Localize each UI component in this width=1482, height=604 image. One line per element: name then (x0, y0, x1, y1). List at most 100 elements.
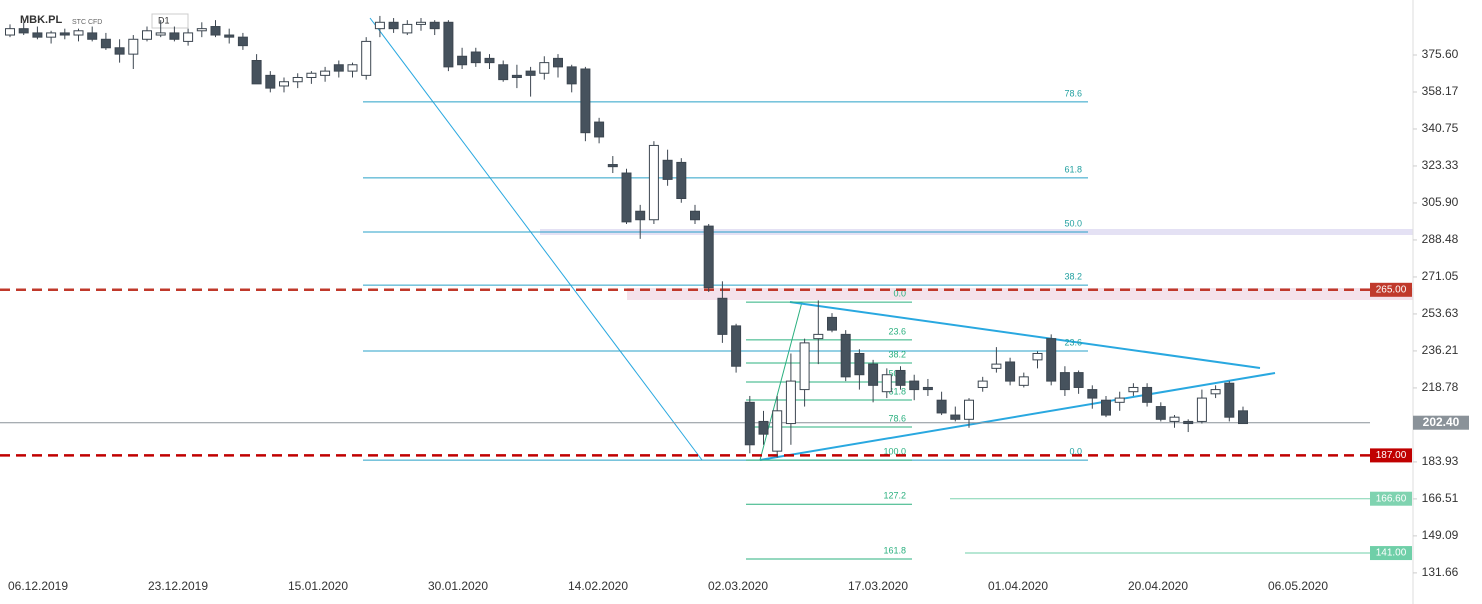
candle-body (388, 21, 399, 30)
fib-label: 78.6 (1064, 88, 1082, 98)
candle-body (251, 60, 262, 85)
candle-body (813, 333, 824, 340)
candle-body (59, 32, 70, 36)
price-tag-label: 187.00 (1376, 450, 1407, 461)
candle-body (827, 316, 837, 331)
candle-body (46, 32, 57, 38)
candle-body (1210, 389, 1221, 395)
candle-body (621, 172, 632, 223)
candle-body (32, 32, 43, 38)
candle-body (114, 47, 125, 55)
y-tick-label: 323.33 (1422, 158, 1459, 172)
fib-label: 38.2 (888, 349, 906, 359)
candle-body (909, 380, 920, 391)
candle-body (128, 38, 139, 55)
candle-body (1183, 420, 1194, 425)
y-tick-label: 271.05 (1422, 269, 1459, 283)
candle-body (292, 76, 303, 83)
x-tick-label: 06.12.2019 (8, 579, 68, 593)
candle-body (402, 23, 413, 34)
candle-body (361, 40, 372, 76)
x-tick-label: 06.05.2020 (1268, 579, 1328, 593)
candle-body (566, 66, 577, 85)
x-tick-label: 01.04.2020 (988, 579, 1048, 593)
triangle-line (789, 301, 1261, 369)
candle-body (950, 414, 961, 420)
candle-body (155, 32, 166, 36)
candle-body (333, 64, 344, 72)
price-tag-label: 265.00 (1376, 284, 1407, 295)
fib-label: 100.0 (883, 446, 906, 456)
price-tag-label: 202.40 (1423, 415, 1460, 429)
candle-body (690, 210, 700, 221)
candle-body (1155, 406, 1166, 420)
candle-body (1114, 397, 1125, 403)
candle-body (142, 30, 152, 40)
candle-body (799, 342, 810, 391)
trend-line (369, 17, 703, 461)
candle-body (265, 74, 276, 89)
candle-body (977, 380, 988, 388)
candle-body (717, 297, 728, 335)
fib-label: 61.8 (1064, 164, 1082, 174)
candle-body (498, 64, 509, 81)
candle-body (511, 74, 522, 78)
price-tag (1370, 282, 1412, 297)
fib-label: 23.6 (1064, 337, 1082, 347)
candle-body (1238, 410, 1248, 425)
interval[interactable]: D1 (158, 15, 170, 25)
candle-body (5, 28, 15, 36)
candle-body (676, 161, 687, 200)
candle-body (1128, 386, 1139, 393)
y-tick-label: 166.51 (1422, 491, 1459, 505)
candle-body (429, 21, 440, 30)
candle-body (470, 51, 481, 64)
candle-body (662, 159, 673, 180)
y-tick-label: 253.63 (1422, 306, 1459, 320)
candle-body (1005, 361, 1016, 382)
candle-body (539, 62, 550, 74)
candle-body (1046, 338, 1057, 382)
fib-label: 23.6 (888, 326, 906, 336)
price-tag-label: 141.00 (1376, 548, 1407, 559)
candle-body (895, 369, 906, 386)
y-tick-label: 149.09 (1422, 528, 1459, 542)
candle-body (416, 21, 426, 25)
candle-body (553, 57, 563, 68)
candle-body (1073, 372, 1084, 388)
candle-body (607, 164, 618, 168)
x-tick-label: 17.03.2020 (848, 579, 908, 593)
fib-label: 78.6 (888, 413, 906, 423)
y-tick-label: 340.75 (1422, 121, 1459, 135)
candle-body (374, 21, 385, 30)
candle-body (772, 410, 783, 452)
candle-body (635, 210, 646, 221)
candle-body (457, 55, 468, 66)
candle-body (87, 32, 98, 40)
candle-body (594, 121, 605, 138)
candle-body (840, 333, 851, 378)
candle-body (922, 386, 933, 391)
candle-body (881, 374, 892, 393)
triangle-line (759, 372, 1276, 461)
candle-body (18, 28, 29, 34)
candle-body (525, 70, 536, 76)
candle-body (73, 30, 84, 36)
fib-label: 50.0 (1064, 218, 1082, 228)
fib-label: 38.2 (1064, 272, 1082, 282)
candle-body (210, 26, 221, 36)
x-tick-label: 30.01.2020 (428, 579, 488, 593)
candle-body (169, 32, 180, 40)
x-tick-label: 14.02.2020 (568, 579, 628, 593)
candle-body (443, 21, 454, 68)
candle-body (1196, 397, 1207, 422)
candle-body (868, 363, 879, 386)
market: STC CFD (72, 19, 102, 26)
candle-body (306, 72, 317, 78)
symbol: MBK.PL (20, 14, 62, 26)
candle-body (936, 399, 947, 414)
candle-body (785, 380, 796, 425)
candle-body (279, 81, 289, 87)
y-tick-label: 305.90 (1422, 195, 1459, 209)
